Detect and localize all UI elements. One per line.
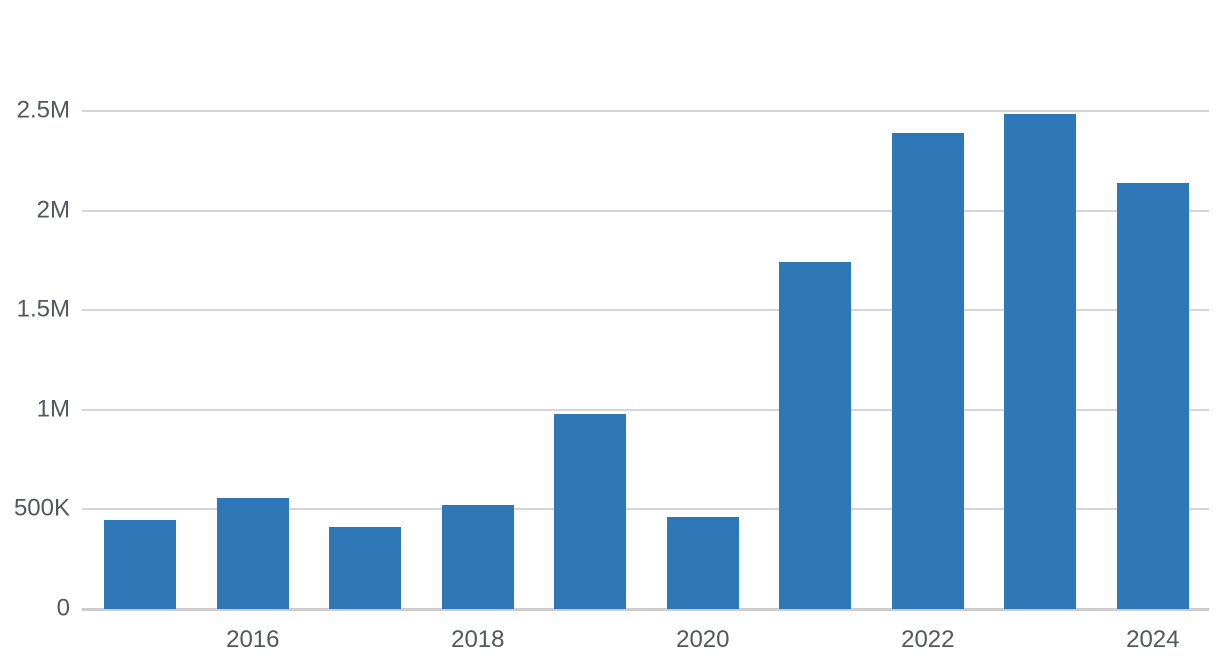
bar-2015: [104, 520, 177, 609]
y-tick-label: 1.5M: [16, 295, 70, 323]
x-tick-label: 2018: [451, 626, 505, 653]
y-tick-label: 1M: [36, 395, 70, 423]
bar-2023: [1004, 114, 1077, 609]
x-tick-label: 2024: [1126, 626, 1180, 653]
y-tick-label: 2.5M: [16, 96, 70, 124]
bar-2021: [779, 262, 852, 609]
y-tick-label: 2M: [36, 196, 70, 224]
x-tick-label: 2016: [226, 626, 280, 653]
bar-2017: [329, 526, 402, 609]
bar-2024: [1116, 182, 1189, 609]
bar-2022: [891, 132, 964, 609]
y-tick-label: 0: [56, 594, 70, 622]
x-tick-label: 2022: [901, 626, 955, 653]
bar-2020: [666, 517, 739, 609]
bar-2018: [441, 505, 514, 609]
y-tick-label: 500K: [13, 494, 70, 522]
gridline: [82, 110, 1209, 112]
bar-2019: [554, 413, 627, 609]
bar-2016: [216, 498, 289, 609]
x-tick-label: 2020: [676, 626, 730, 653]
